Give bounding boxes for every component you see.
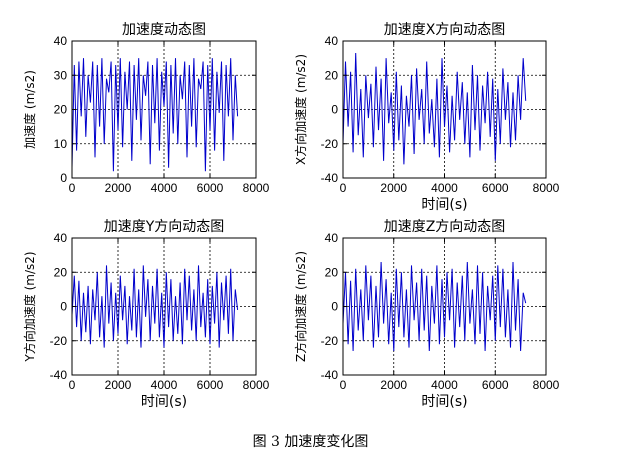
- x-tick-label: 8000: [533, 378, 560, 392]
- y-tick-label: 40: [54, 34, 68, 48]
- x-tick-label: 4000: [431, 378, 458, 392]
- y-tick-label: 0: [60, 300, 67, 314]
- series-line: [342, 261, 527, 352]
- x-tick-label: 2000: [380, 181, 407, 195]
- x-tick-label: 2000: [380, 378, 407, 392]
- y-tick-label: 20: [54, 103, 68, 117]
- x-axis-label: 时间(s): [421, 197, 467, 213]
- x-tick-label: 8000: [243, 378, 270, 392]
- figure-caption: 图 3 加速度变化图: [252, 434, 369, 450]
- y-tick-label: 20: [325, 265, 339, 279]
- y-tick-label: -20: [321, 334, 339, 348]
- x-tick-label: 0: [69, 181, 76, 195]
- panel-x-acceleration: 0 2000 4000 6000 8000 -40 -20 0 20 40 加速度X方向动态图时间(…: [293, 22, 560, 213]
- x-tick-label: 8000: [243, 181, 270, 195]
- series-line: [71, 265, 239, 348]
- chart-title: 加速度Z方向动态图: [384, 219, 506, 235]
- chart-title: 加速度Y方向动态图: [104, 219, 225, 235]
- y-tick-label: -40: [321, 171, 339, 185]
- x-tick-label: 2000: [105, 378, 132, 392]
- panel-y-acceleration: 0 2000 4000 6000 8000 -40 -20 0 20 40 加速度Y方向动态图时间(…: [22, 219, 270, 410]
- y-tick-label: 20: [54, 265, 68, 279]
- y-axis-label: Y方向加速度 (m/s2): [22, 251, 37, 362]
- x-tick-label: 4000: [151, 181, 178, 195]
- x-tick-label: 6000: [482, 378, 509, 392]
- y-axis-label: X方向加速度 (m/s2): [293, 54, 308, 165]
- y-tick-label: 10: [54, 137, 68, 151]
- x-tick-label: 4000: [431, 181, 458, 195]
- x-tick-label: 0: [340, 378, 347, 392]
- series-line: [342, 52, 527, 165]
- y-tick-label: 0: [60, 171, 67, 185]
- x-axis-label: 时间(s): [141, 394, 187, 410]
- y-tick-label: -20: [321, 137, 339, 151]
- y-tick-label: 0: [331, 300, 338, 314]
- panel-z-acceleration: 0 2000 4000 6000 8000 -40 -20 0 20 40 加速度Z方向动态图时间(…: [293, 219, 560, 410]
- x-tick-label: 6000: [482, 181, 509, 195]
- y-axis-label: Z方向加速度 (m/s2): [293, 251, 308, 362]
- x-tick-label: 8000: [533, 181, 560, 195]
- y-tick-label: 20: [325, 68, 339, 82]
- y-tick-label: 0: [331, 103, 338, 117]
- x-tick-label: 0: [69, 378, 76, 392]
- chart-title: 加速度动态图: [122, 22, 206, 38]
- x-tick-label: 2000: [105, 181, 132, 195]
- y-tick-label: -40: [321, 368, 339, 382]
- y-tick-label: 40: [54, 231, 68, 245]
- series-line: [71, 58, 239, 172]
- y-tick-label: 30: [54, 68, 68, 82]
- x-tick-label: 6000: [197, 181, 224, 195]
- x-tick-label: 6000: [197, 378, 224, 392]
- y-tick-label: 40: [325, 231, 339, 245]
- y-tick-label: -20: [50, 334, 68, 348]
- x-tick-label: 0: [340, 181, 347, 195]
- y-axis-label: 加速度 (m/s2): [22, 70, 37, 149]
- x-axis-label: 时间(s): [421, 394, 467, 410]
- x-tick-label: 4000: [151, 378, 178, 392]
- y-tick-label: 40: [325, 34, 339, 48]
- y-tick-label: -40: [50, 368, 68, 382]
- chart-title: 加速度X方向动态图: [384, 22, 506, 38]
